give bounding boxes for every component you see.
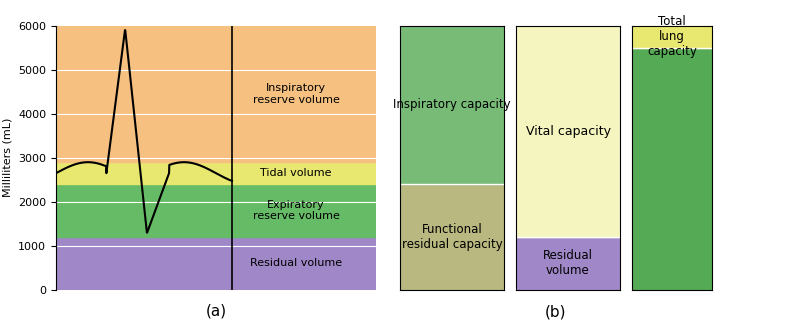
Text: Inspiratory
reserve volume: Inspiratory reserve volume [253,83,339,105]
Text: Functional
residual capacity: Functional residual capacity [402,223,502,251]
Text: Residual volume: Residual volume [250,258,342,269]
Text: Expiratory
reserve volume: Expiratory reserve volume [253,200,339,222]
Text: Residual
volume: Residual volume [543,250,593,277]
Text: (a): (a) [206,303,226,318]
Bar [56,26,376,162]
Text: Inspiratory capacity: Inspiratory capacity [393,99,511,111]
Bar [56,184,376,237]
Text: (b): (b) [546,305,566,320]
Text: Total
lung
capacity: Total lung capacity [647,15,697,58]
Bar [56,237,376,290]
Y-axis label: Milliliters (mL): Milliliters (mL) [2,118,13,197]
Bar [56,162,376,184]
Text: Tidal volume: Tidal volume [260,168,332,178]
Text: Vital capacity: Vital capacity [526,125,610,138]
